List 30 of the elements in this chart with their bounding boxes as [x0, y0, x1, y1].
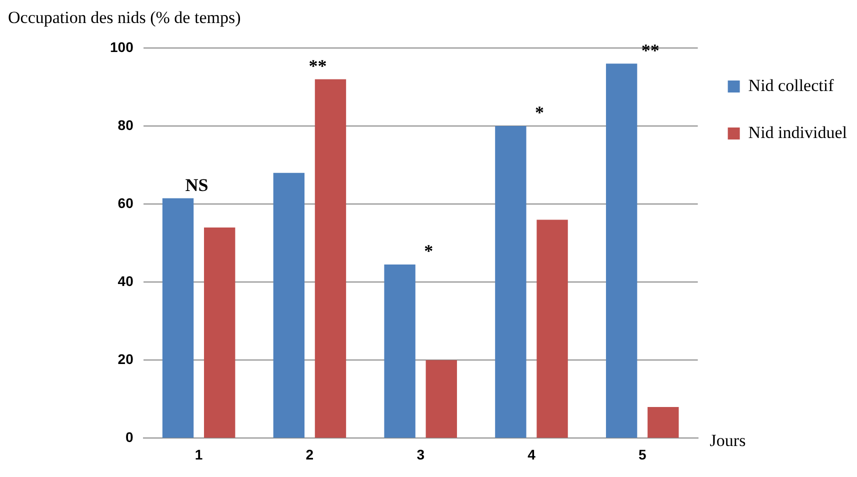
x-axis-title: Jours	[710, 431, 746, 450]
bar	[204, 227, 236, 438]
annotation: **	[308, 56, 327, 76]
bar	[536, 220, 568, 438]
x-tick-label: 2	[306, 446, 314, 462]
bar	[606, 64, 638, 438]
bar	[648, 406, 679, 438]
annotation: **	[641, 40, 660, 60]
bar	[162, 198, 194, 438]
legend-label: Nid individuel	[748, 122, 848, 142]
bar	[426, 360, 457, 438]
annotation: *	[424, 241, 434, 262]
legend-label: Nid collectif	[748, 76, 834, 95]
annotation: *	[534, 102, 544, 123]
x-tick-label: 1	[194, 446, 203, 462]
x-tick-label: 3	[416, 446, 425, 462]
y-axis-title: Occupation des nids (% de temps)	[8, 8, 241, 27]
y-tick-label: 100	[110, 38, 134, 55]
bar	[314, 79, 346, 438]
y-tick-label: 0	[126, 429, 134, 446]
x-tick-label: 4	[528, 446, 536, 462]
y-tick-label: 40	[118, 272, 134, 289]
y-tick-label: 20	[118, 351, 134, 368]
bar	[273, 172, 304, 438]
y-tick-label: 80	[118, 116, 134, 133]
bar	[384, 264, 416, 438]
annotation: NS	[185, 174, 208, 195]
bar	[495, 126, 526, 438]
x-tick-label: 5	[638, 446, 646, 462]
y-tick-label: 60	[118, 194, 134, 211]
